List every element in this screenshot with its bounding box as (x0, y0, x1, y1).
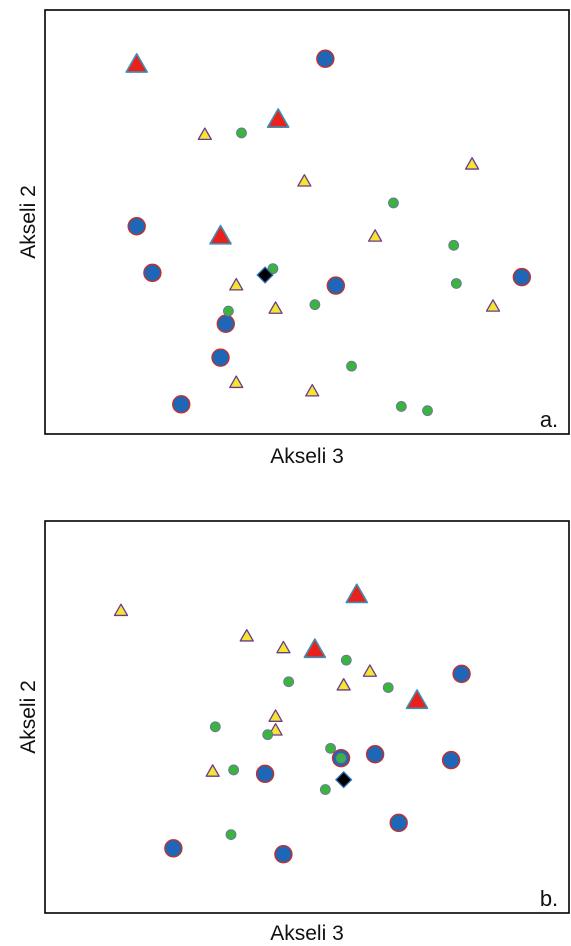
large-blue-circle-point (441, 750, 461, 770)
large-blue-circle-point (512, 267, 532, 287)
small-yellow-triangle-point (268, 709, 283, 722)
small-green-dot-point (236, 127, 247, 139)
small-green-dot-point (267, 263, 279, 275)
small-green-dot-point (209, 721, 221, 733)
small-green-dot-point (225, 829, 237, 840)
large-blue-circle-point (211, 348, 230, 367)
small-yellow-triangle-point (464, 157, 480, 170)
large-red-triangle-point (345, 583, 369, 604)
large-blue-circle-point (216, 314, 235, 333)
small-green-dot-point (450, 278, 462, 289)
small-green-dot-point (222, 305, 234, 317)
plot-frame-b (44, 520, 570, 914)
large-blue-circle-point (316, 49, 335, 68)
small-yellow-triangle-point (229, 375, 244, 389)
panel-label-b: b. (540, 886, 558, 911)
small-yellow-triangle-point (367, 229, 383, 242)
large-blue-circle-point (274, 845, 293, 864)
large-blue-circle-point (164, 839, 183, 858)
small-green-dot-point (422, 405, 433, 417)
small-yellow-triangle-point (197, 127, 212, 141)
markers-b (113, 583, 471, 864)
small-green-dot-point (309, 299, 321, 311)
y-axis-label-b: Akseli 2 (17, 680, 40, 754)
large-red-triangle-point (125, 52, 148, 73)
y-axis-label-a: Akseli 2 (17, 185, 40, 259)
markers-a (125, 49, 532, 417)
large-red-triangle-point (209, 224, 232, 245)
small-yellow-triangle-point (239, 628, 254, 642)
panel-a: a. Akseli 3 Akseli 2 (17, 9, 570, 468)
small-yellow-triangle-point (362, 664, 378, 677)
small-green-dot-point (448, 239, 460, 251)
small-green-dot-point (335, 752, 347, 764)
large-blue-circle-point (326, 276, 346, 295)
large-blue-circle-point (255, 764, 275, 784)
large-red-triangle-point (405, 689, 429, 710)
small-yellow-triangle-point (229, 277, 244, 291)
black-diamond-point (256, 266, 274, 284)
small-green-dot-point (382, 682, 394, 693)
small-green-dot-point (228, 764, 240, 776)
small-yellow-triangle-point (297, 174, 312, 187)
panel-b: b. Akseli 3 Akseli 2 (17, 520, 570, 945)
small-yellow-triangle-point (305, 383, 320, 397)
large-blue-circle-point (143, 263, 162, 283)
x-axis-label-a: Akseli 3 (270, 445, 344, 468)
large-blue-circle-point (127, 217, 146, 236)
small-yellow-triangle-point (485, 299, 501, 312)
small-green-dot-point (388, 197, 399, 209)
large-blue-circle-point (172, 395, 191, 414)
large-red-triangle-point (303, 638, 327, 659)
small-yellow-triangle-point (336, 677, 351, 691)
large-red-triangle-point (266, 108, 290, 128)
small-yellow-triangle-point (113, 603, 129, 617)
small-green-dot-point (325, 742, 336, 754)
small-yellow-triangle-point (276, 640, 291, 654)
panel-label-a: a. (540, 407, 558, 432)
large-blue-circle-point (452, 664, 471, 684)
small-green-dot-point (395, 401, 407, 412)
x-axis-label-b: Akseli 3 (270, 922, 344, 945)
small-green-dot-point (283, 676, 295, 688)
small-green-dot-point (262, 729, 274, 741)
small-green-dot-point (340, 654, 352, 666)
small-green-dot-point (346, 360, 357, 372)
black-diamond-point (334, 771, 353, 789)
large-blue-circle-point (365, 745, 385, 764)
small-yellow-triangle-point (268, 301, 283, 314)
small-yellow-triangle-point (205, 764, 220, 777)
large-blue-circle-point (389, 813, 408, 833)
plot-frame-a (44, 9, 570, 435)
small-green-dot-point (319, 784, 331, 795)
